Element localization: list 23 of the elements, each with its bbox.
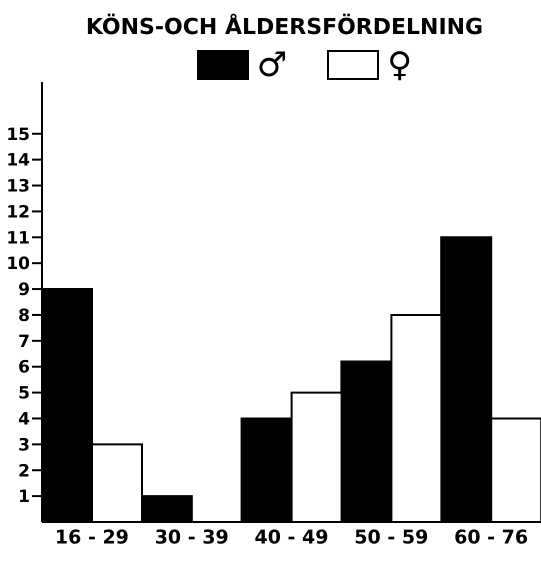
x-tick-label: 40 - 49 bbox=[254, 526, 328, 548]
x-tick-label: 50 - 59 bbox=[354, 526, 428, 548]
legend-label: ♂ bbox=[256, 45, 288, 85]
y-tick-label: 1 bbox=[18, 487, 30, 508]
x-tick-label: 60 - 76 bbox=[454, 526, 528, 548]
y-tick-label: 10 bbox=[6, 254, 30, 274]
x-tick-label: 16 - 29 bbox=[54, 526, 129, 548]
y-tick-label: 5 bbox=[18, 384, 30, 404]
y-tick-label: 9 bbox=[18, 280, 30, 300]
y-tick-label: 15 bbox=[6, 124, 30, 145]
y-tick-label: 6 bbox=[18, 358, 30, 378]
y-tick-label: 7 bbox=[18, 332, 30, 352]
y-tick-label: 14 bbox=[6, 150, 30, 171]
y-tick-label: 12 bbox=[6, 202, 30, 222]
x-tick-label: 30 - 39 bbox=[154, 526, 229, 548]
y-tick-label: 3 bbox=[18, 435, 30, 456]
y-tick-label: 2 bbox=[18, 461, 30, 482]
chart-title: KÖNS-OCH ÅLDERSFÖRDELNING bbox=[86, 15, 484, 40]
legend-label: ♀ bbox=[387, 45, 412, 85]
y-tick-label: 8 bbox=[18, 306, 30, 326]
y-tick-label: 11 bbox=[6, 228, 30, 248]
y-tick-label: 13 bbox=[6, 176, 30, 197]
y-tick-label: 4 bbox=[18, 410, 30, 430]
